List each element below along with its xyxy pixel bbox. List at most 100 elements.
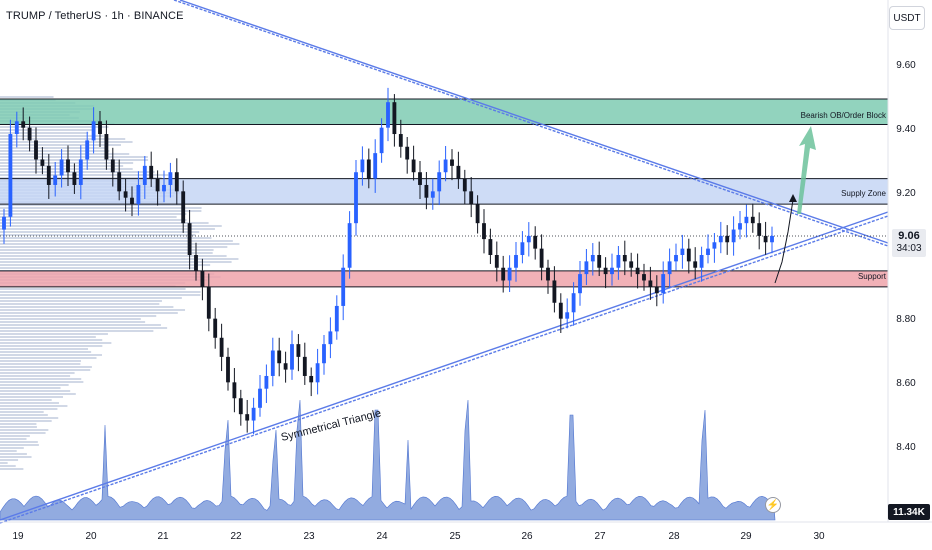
candle-body	[635, 267, 640, 275]
candle-body	[642, 274, 646, 281]
target-arrow[interactable]	[797, 126, 816, 214]
profile-bar	[0, 303, 160, 305]
x-tick-label: 30	[813, 531, 825, 542]
candle-body	[680, 248, 685, 255]
candle-body	[98, 121, 102, 135]
price-axis[interactable]: 9.60 9.40 9.20 8.80 8.60 8.40	[896, 60, 916, 453]
profile-bar	[0, 153, 130, 155]
candle-body	[245, 414, 250, 421]
profile-bar	[0, 426, 37, 428]
profile-bar	[0, 96, 54, 98]
profile-bar	[0, 351, 92, 353]
candle-body	[322, 344, 326, 364]
candle-body	[571, 293, 576, 313]
candle-body	[482, 223, 486, 240]
candle-body	[693, 261, 698, 268]
profile-bar	[0, 387, 61, 389]
candle-body	[78, 159, 83, 185]
x-tick-label: 23	[303, 531, 315, 542]
candle-body	[168, 172, 173, 185]
profile-bar	[0, 324, 161, 326]
profile-bar	[0, 363, 81, 365]
candle-body	[757, 223, 762, 236]
trend-lines[interactable]	[0, 0, 889, 524]
candle-body	[565, 312, 570, 319]
profile-bar	[0, 174, 169, 176]
x-tick-label: 28	[668, 531, 680, 542]
profile-bar	[0, 225, 222, 227]
profile-bar	[0, 132, 89, 134]
candle-body	[667, 261, 672, 275]
candle-body	[110, 159, 115, 173]
candle-body	[85, 140, 90, 160]
x-tick-label: 29	[740, 531, 752, 542]
profile-bar	[0, 354, 102, 356]
candle-body	[629, 261, 634, 268]
candle-body	[706, 248, 710, 255]
profile-bar	[0, 360, 81, 362]
candle-body	[725, 235, 730, 243]
candle-body	[488, 239, 493, 255]
candle-body	[616, 255, 621, 268]
profile-bar	[0, 372, 75, 374]
profile-bar	[0, 402, 59, 404]
candle-body	[398, 134, 403, 147]
profile-bar	[0, 441, 38, 443]
candle-body	[187, 223, 192, 255]
profile-bar	[0, 468, 24, 470]
ascending-trendline-a[interactable]	[0, 211, 889, 521]
candle-body	[578, 274, 582, 294]
candle-body	[334, 305, 339, 332]
descending-trendline-a[interactable]	[179, 0, 889, 244]
candle-body	[603, 267, 608, 275]
profile-bar	[0, 207, 202, 209]
candle-body	[552, 280, 557, 303]
profile-bar	[0, 381, 84, 383]
candle-body	[290, 344, 294, 370]
candle-body	[373, 153, 378, 179]
projection-arrows[interactable]	[774, 126, 816, 284]
candle-body	[622, 255, 627, 262]
profile-bar	[0, 396, 64, 398]
candle-body	[590, 255, 595, 262]
candle-body	[392, 102, 397, 135]
zone-label-ob: Bearish OB/Order Block	[801, 111, 887, 120]
x-tick-label: 22	[230, 531, 242, 542]
projection-path[interactable]	[774, 199, 794, 284]
candle-body	[539, 248, 544, 268]
candle-body	[59, 159, 64, 176]
symbol-title[interactable]: TRUMP / TetherUS · 1h · BINANCE	[6, 10, 184, 22]
volume-tag: 11.34K	[888, 504, 930, 520]
candle-body	[2, 216, 6, 230]
profile-bar	[0, 234, 196, 236]
candle-body	[597, 255, 602, 268]
candle-body	[354, 172, 358, 224]
candle-body	[674, 255, 678, 262]
profile-bar	[0, 309, 186, 311]
profile-bar	[0, 336, 96, 338]
profile-bar	[0, 435, 30, 437]
currency-unit-button[interactable]: USDT	[889, 6, 925, 30]
profile-bar	[0, 231, 200, 233]
candle-body	[315, 363, 320, 383]
profile-bar	[0, 150, 110, 152]
candle-body	[462, 178, 467, 192]
profile-bar	[0, 291, 201, 293]
profile-bar	[0, 459, 19, 461]
profile-bar	[0, 333, 108, 335]
candles[interactable]	[2, 87, 774, 435]
x-tick-label: 25	[449, 531, 461, 542]
candle-body	[699, 255, 704, 268]
profile-bar	[0, 219, 187, 221]
profile-bar	[0, 330, 154, 332]
lightning-icon[interactable]: ⚡	[765, 497, 781, 513]
candle-body	[475, 204, 480, 224]
profile-bar	[0, 240, 233, 242]
candle-body	[347, 223, 352, 268]
profile-bar	[0, 216, 177, 218]
profile-bar	[0, 393, 76, 395]
ascending-trendline-b[interactable]	[0, 215, 889, 524]
time-axis[interactable]: 19 20 21 22 23 24 25 26 27 28 29 30	[12, 531, 825, 542]
profile-bar	[0, 447, 24, 449]
